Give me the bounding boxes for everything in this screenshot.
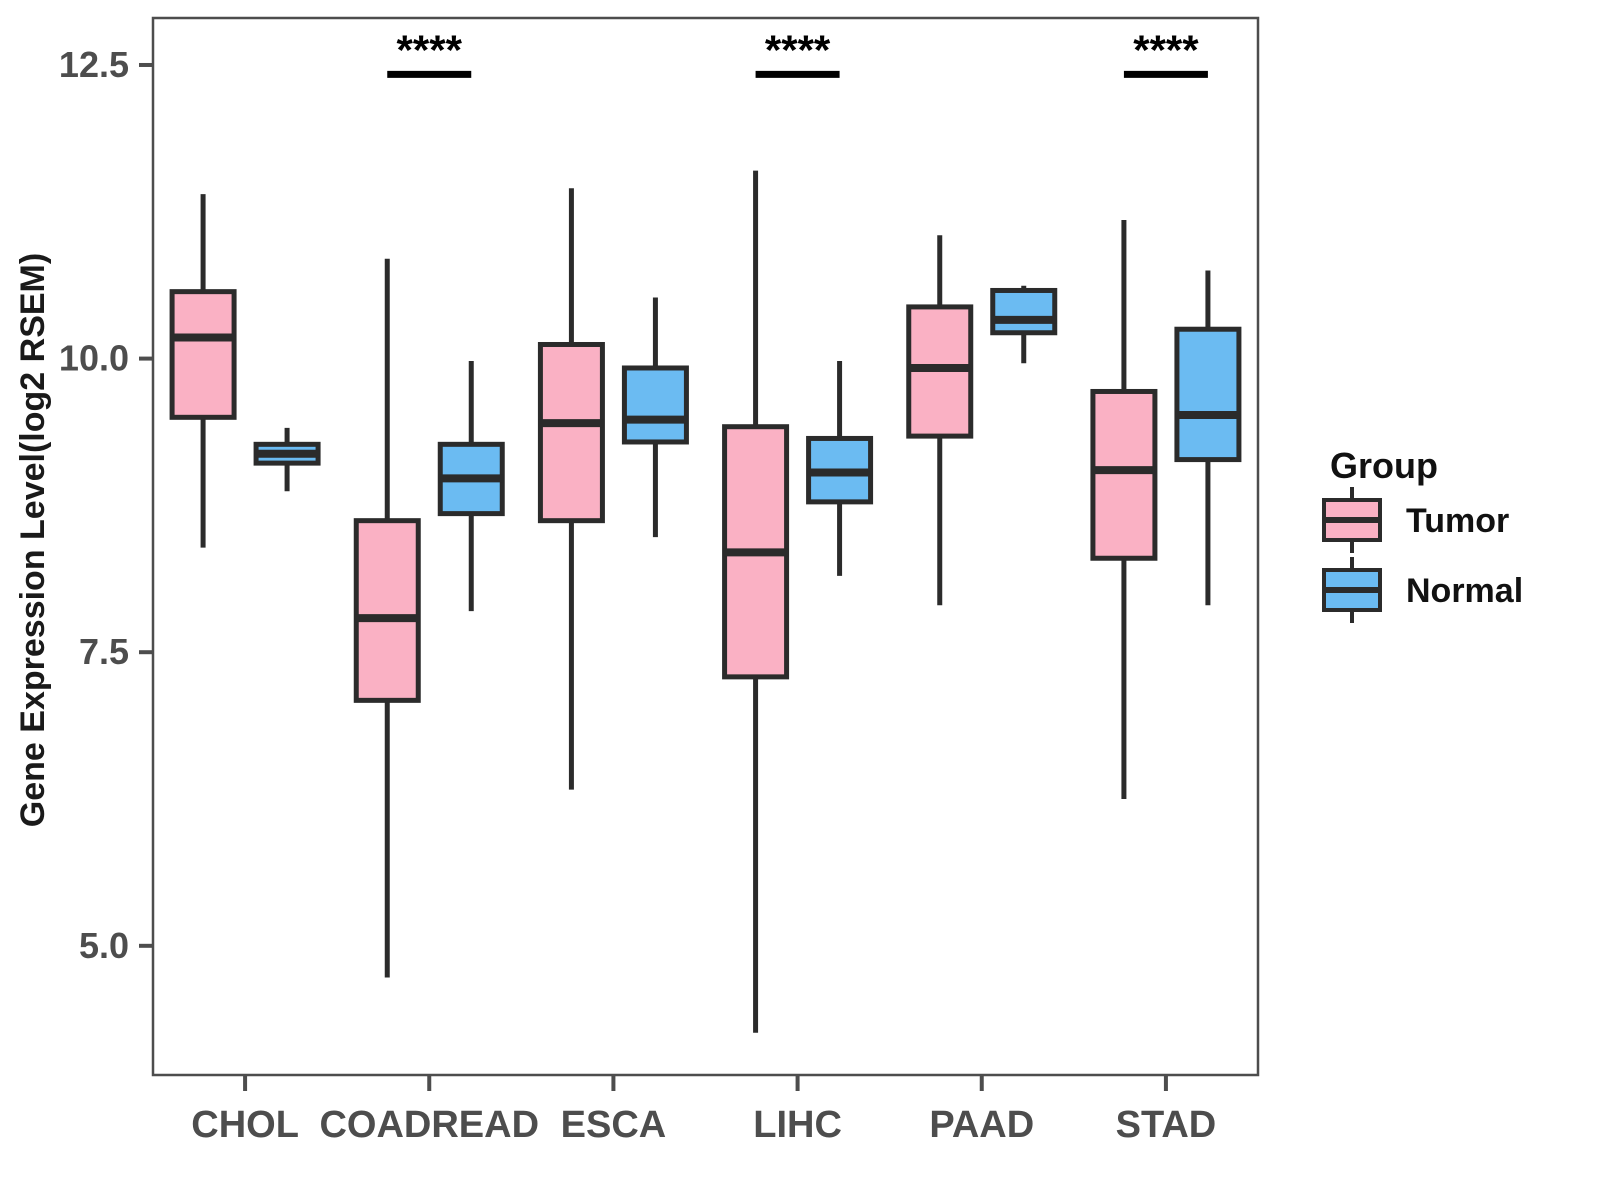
legend-label-tumor: Tumor: [1406, 502, 1509, 540]
box-tumor-esca: [537, 188, 605, 790]
legend-item-tumor[interactable]: Tumor: [1322, 487, 1509, 553]
y-axis: 5.0 7.5 10.0 12.5: [59, 44, 153, 966]
legend-item-normal[interactable]: Normal: [1322, 557, 1523, 623]
x-axis-tick-label-coadread: COADREAD: [319, 1104, 539, 1146]
y-axis-tick-label: 5.0: [79, 925, 129, 966]
box-rect: [990, 287, 1058, 336]
box-normal-esca: [621, 297, 689, 538]
x-axis-tick-label-stad: STAD: [1116, 1104, 1217, 1146]
significance-annotations: **** **** ****: [387, 26, 1208, 78]
x-axis-tick-label-esca: ESCA: [561, 1104, 667, 1146]
significance-lihc: ****: [755, 26, 840, 78]
legend: Group Tumor Normal: [1322, 445, 1523, 623]
significance-stad: ****: [1123, 26, 1208, 78]
plot-panel: [151, 16, 1260, 1077]
box-rect: [1090, 388, 1158, 561]
box-normal-chol: [253, 427, 321, 492]
box-rect: [621, 365, 689, 445]
y-axis-tick-label: 12.5: [59, 44, 129, 85]
box-normal-lihc: [806, 360, 874, 576]
x-axis-tick-label-paad: PAAD: [929, 1104, 1034, 1146]
box-rect: [353, 518, 421, 703]
box-rect: [1174, 326, 1242, 463]
x-axis: CHOL COADREAD ESCA LIHC PAAD STAD: [191, 1075, 1216, 1146]
box-tumor-lihc: [722, 170, 790, 1033]
x-axis-tick-label-lihc: LIHC: [753, 1104, 842, 1146]
legend-title: Group: [1330, 445, 1438, 486]
significance-label: ****: [397, 26, 463, 73]
x-axis-tick-label-chol: CHOL: [191, 1104, 299, 1146]
y-axis-title-text: Gene Expression Level(log2 RSEM): [14, 253, 52, 827]
significance-label: ****: [765, 26, 831, 73]
box-tumor-chol: [169, 194, 237, 548]
box-tumor-paad: [906, 235, 974, 606]
box-tumor-stad: [1090, 220, 1158, 800]
box-tumor-coadread: [353, 258, 421, 978]
y-axis-tick-label: 7.5: [79, 631, 129, 672]
y-axis-title: Gene Expression Level(log2 RSEM): [14, 253, 52, 827]
box-normal-paad: [990, 285, 1058, 364]
box-rect: [537, 341, 605, 524]
significance-coadread: ****: [387, 26, 472, 78]
significance-label: ****: [1133, 26, 1199, 73]
box-normal-stad: [1174, 270, 1242, 606]
y-axis-tick-label: 10.0: [59, 338, 129, 379]
box-plots: [169, 170, 1242, 1033]
box-normal-coadread: [437, 360, 505, 612]
legend-label-normal: Normal: [1406, 572, 1523, 610]
box-rect: [169, 289, 237, 420]
